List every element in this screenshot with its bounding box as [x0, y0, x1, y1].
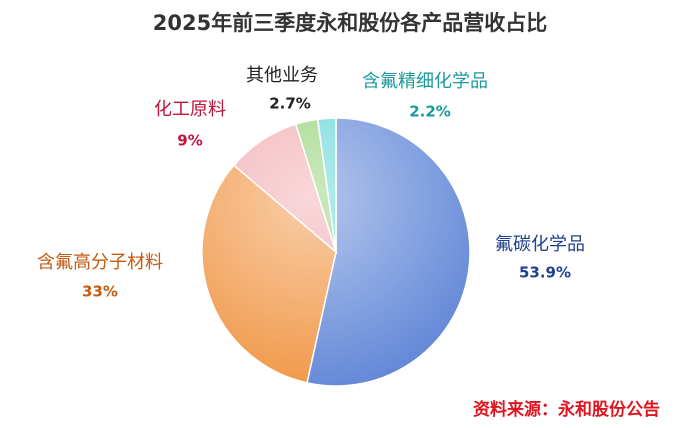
source-note: 资料来源：永和股份公告	[473, 399, 660, 420]
slice-value-label: 53.9%	[519, 264, 571, 282]
chart-title: 2025年前三季度永和股份各产品营收占比	[153, 11, 547, 35]
slice-label: 其他业务	[246, 65, 318, 86]
slice-label: 含氟高分子材料	[37, 252, 163, 273]
slice-value-label: 2.2%	[409, 103, 451, 121]
slice-label: 含氟精细化学品	[362, 71, 488, 92]
slice-label: 氟碳化学品	[495, 234, 585, 255]
slice-value-label: 33%	[82, 283, 118, 301]
slice-label: 化工原料	[154, 99, 226, 120]
slice-value-label: 9%	[177, 132, 202, 150]
slice-value-label: 2.7%	[269, 95, 311, 113]
